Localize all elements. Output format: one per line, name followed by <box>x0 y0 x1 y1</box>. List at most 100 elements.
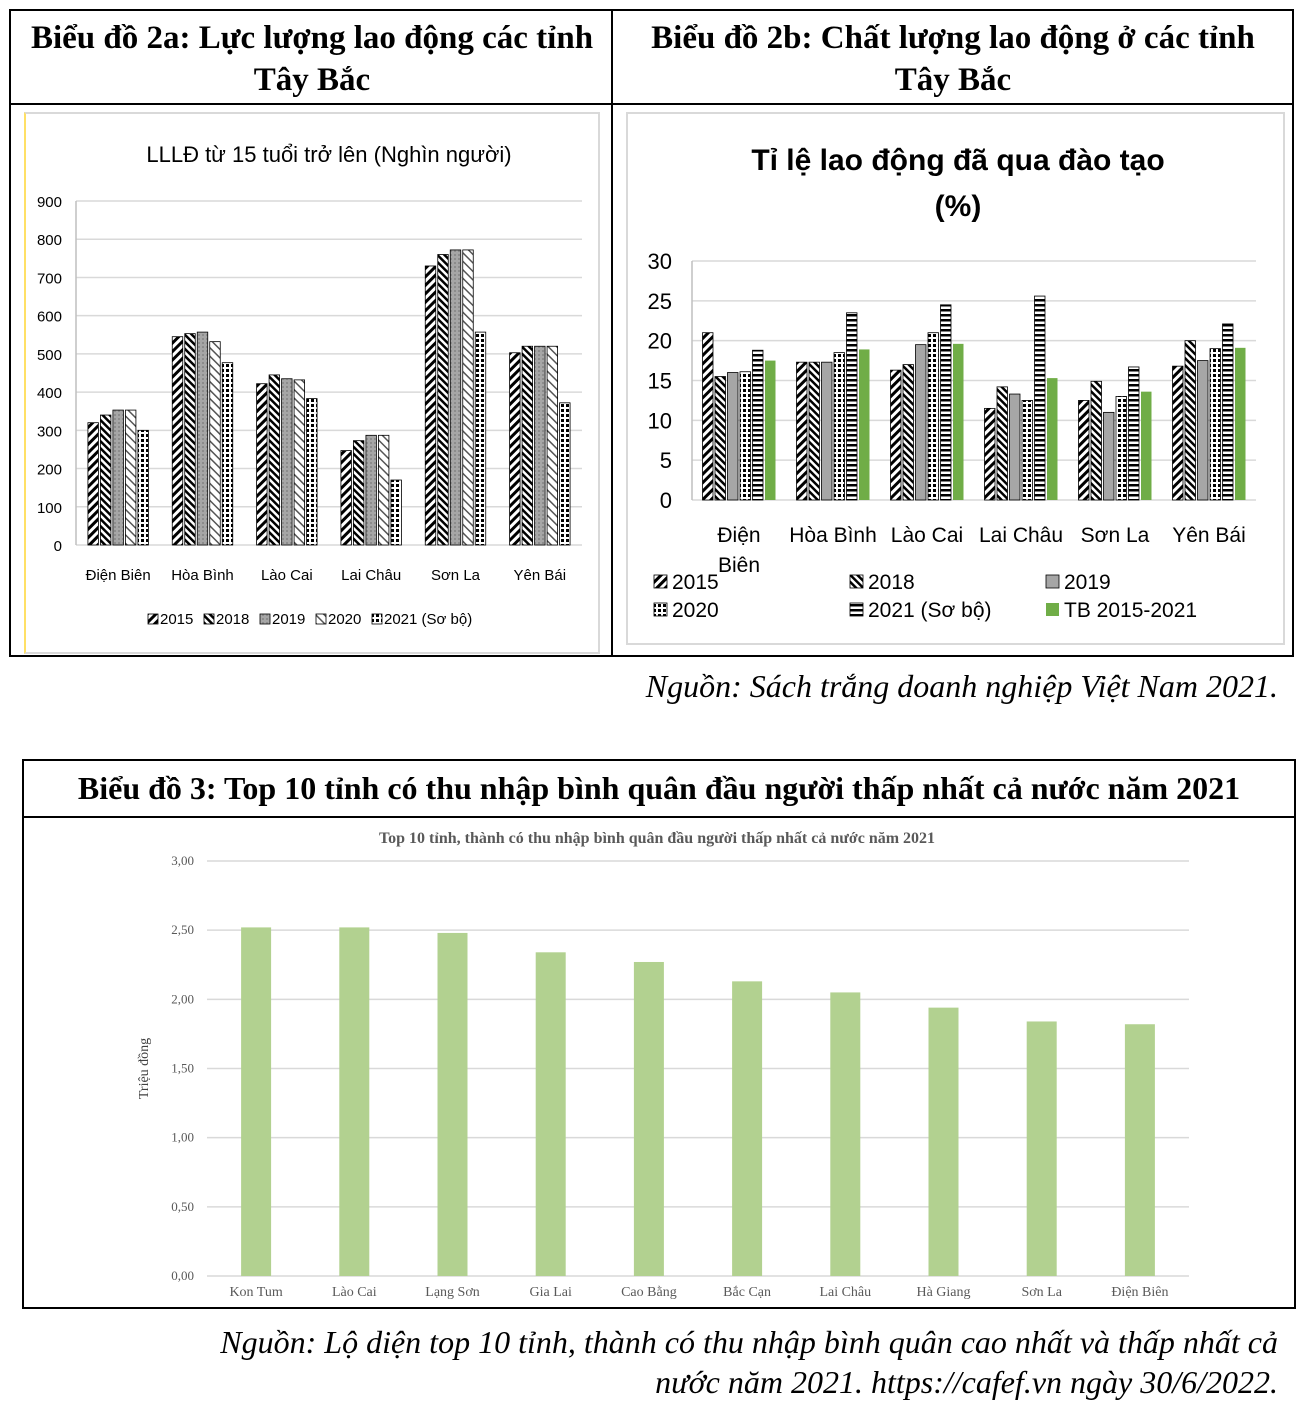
chart-2b-bar <box>1197 360 1209 501</box>
chart-2a-bar <box>171 336 184 546</box>
chart-2a-legend-swatch <box>371 613 383 625</box>
chart-2b-bar <box>1047 378 1058 500</box>
chart-2b-ytick: 25 <box>648 289 672 314</box>
chart-2b-bar <box>1209 348 1221 501</box>
chart-2a-bar <box>521 345 533 546</box>
chart-2b-category-label: Hòa Bình <box>789 524 877 547</box>
chart-2a: LLLĐ từ 15 tuổi trở lên (Nghìn người) 0 10… <box>37 142 582 628</box>
chart-2a-ytick: 200 <box>37 462 62 479</box>
chart-2a-legend-label: 2021 (Sơ bộ) <box>384 611 472 628</box>
chart-2a-bar <box>378 434 390 546</box>
chart-2a-ytick: 600 <box>37 309 62 326</box>
chart-3: Top 10 tỉnh, thành có thu nhập bình quân… <box>137 830 1189 1300</box>
chart-2a-title: LLLĐ từ 15 tuổi trở lên (Nghìn người) <box>146 142 511 167</box>
chart-2b-bar <box>927 332 939 501</box>
chart-2b-category-label: Yên Bái <box>1172 524 1246 547</box>
chart-2a-legend-swatch <box>315 613 327 625</box>
chart-3-category-label: Cao Bằng <box>621 1285 677 1300</box>
chart-2a-legend-swatch <box>147 613 159 625</box>
chart-3-ylabel: Triệu đồng <box>137 1038 152 1099</box>
source-note-2: Nguồn: Lộ diện top 10 tỉnh, thành có thu… <box>18 1322 1278 1402</box>
chart-2b-bar <box>1103 411 1115 501</box>
chart-2b-container: Tỉ lệ lao động đã qua đào tạo (%) 0 5 10 15 20… <box>626 112 1285 645</box>
chart-3-bar <box>1026 1021 1057 1276</box>
chart-3-ytick: 1,00 <box>171 1130 194 1145</box>
chart-2a-category-label: Yên Bái <box>514 567 567 584</box>
chart-2b-legend-swatch <box>849 602 864 617</box>
chart-2a-bar <box>221 362 234 546</box>
chart-3-ytick: 1,50 <box>171 1061 194 1076</box>
chart-2a-legend-label: 2020 <box>328 611 361 628</box>
chart-2b-heading: Biểu đồ 2b: Chất lượng lao động ở các tỉ… <box>651 20 1255 98</box>
chart-2b-legend-swatch <box>653 602 668 617</box>
chart-2b-bar <box>1078 400 1090 501</box>
chart-2b-bar <box>846 312 858 501</box>
column-divider <box>611 11 613 655</box>
chart-2a-bar <box>474 331 487 546</box>
chart-3-ytick: 0,50 <box>171 1199 194 1214</box>
chart-2b-bar <box>890 369 902 501</box>
chart-2a-category-label: Lai Châu <box>341 567 401 584</box>
chart-2a-bar <box>340 450 352 546</box>
chart-2b-bar <box>953 343 964 500</box>
chart-3-title: Top 10 tỉnh, thành có thu nhập bình quân… <box>379 830 935 847</box>
chart-2b-bar <box>1172 365 1184 501</box>
chart-2b-ytick: 0 <box>660 488 672 513</box>
chart-2a-category-label: Điện Biên <box>86 567 151 584</box>
chart-2b-ytick: 10 <box>648 408 672 433</box>
chart-2b-legend-swatch <box>849 574 864 589</box>
chart-2a-bar <box>365 434 377 546</box>
chart-2a-bar <box>281 378 293 546</box>
chart-2b-legend-label: TB 2015-2021 <box>1064 599 1197 622</box>
chart-2b-category-label: Biên <box>718 554 760 577</box>
chart-3-category-label: Gia Lai <box>530 1285 572 1300</box>
chart-2b-legend-label: 2019 <box>1064 571 1111 594</box>
chart-2a-ytick: 400 <box>37 385 62 402</box>
chart-2a-bar <box>256 383 268 546</box>
chart-2a-bar <box>112 409 124 546</box>
chart-2a-bar <box>462 249 474 546</box>
chart-3-bar <box>339 927 370 1276</box>
chart-3-category-label: Lào Cai <box>332 1285 377 1300</box>
chart-2b-ytick: 20 <box>648 329 672 354</box>
chart-2b-category-label: Lai Châu <box>979 524 1063 547</box>
chart-2b-legend-label: 2020 <box>672 599 719 622</box>
chart-3-bar <box>830 992 861 1276</box>
chart-2a-bar <box>209 341 221 546</box>
chart-2a-bar <box>534 345 546 546</box>
chart-3-category-label: Kon Tum <box>229 1285 282 1300</box>
charts-2a-2b-table: Biểu đồ 2a: Lực lượng lao động các tỉnh … <box>9 9 1294 657</box>
chart-2a-ytick: 800 <box>37 232 62 249</box>
chart-2a-bar <box>509 352 521 546</box>
chart-2a-ytick: 500 <box>37 347 62 364</box>
chart-2b-bar <box>1009 393 1021 501</box>
chart-2b-bar <box>915 344 927 501</box>
chart-2a-legend-label: 2015 <box>160 611 193 628</box>
chart-3-ytick: 0,00 <box>171 1268 194 1283</box>
chart-2a-category-label: Hòa Bình <box>171 567 234 584</box>
chart-2b-bar <box>1141 391 1152 500</box>
chart-2b-bar <box>765 360 776 500</box>
chart-2b-bar <box>859 349 870 500</box>
chart-3-ytick: 3,00 <box>171 853 194 868</box>
chart-2b-bar <box>1128 366 1140 501</box>
chart-3-bar <box>1124 1024 1155 1276</box>
chart-3-category-label: Hà Giang <box>916 1285 970 1300</box>
chart-2a-bar <box>353 440 365 546</box>
chart-2a-legend-swatch <box>259 613 271 625</box>
chart-2b-legend-label: 2021 (Sơ bộ) <box>868 599 992 622</box>
chart-3-category-label: Lai Châu <box>819 1285 871 1300</box>
chart-2b-bar <box>808 361 820 501</box>
chart-3-bar <box>633 961 664 1276</box>
chart-2b-ytick: 15 <box>648 369 672 394</box>
chart-2b-bar <box>996 386 1008 501</box>
chart-2a-category-label: Sơn La <box>431 567 481 584</box>
chart-2a-bar <box>137 429 149 546</box>
chart-2a-container: LLLĐ từ 15 tuổi trở lên (Nghìn người) 0 10… <box>24 112 600 654</box>
chart-3-panel: Biểu đồ 3: Top 10 tỉnh có thu nhập bình … <box>22 759 1296 1309</box>
chart-2b-bar <box>833 352 845 501</box>
chart-2b-bar <box>1235 347 1246 500</box>
chart-2b-bar <box>714 376 726 501</box>
chart-3-heading: Biểu đồ 3: Top 10 tỉnh có thu nhập bình … <box>77 770 1241 806</box>
source-note-2-line2: nước năm 2021. https://cafef.vn ngày 30/… <box>655 1364 1278 1400</box>
